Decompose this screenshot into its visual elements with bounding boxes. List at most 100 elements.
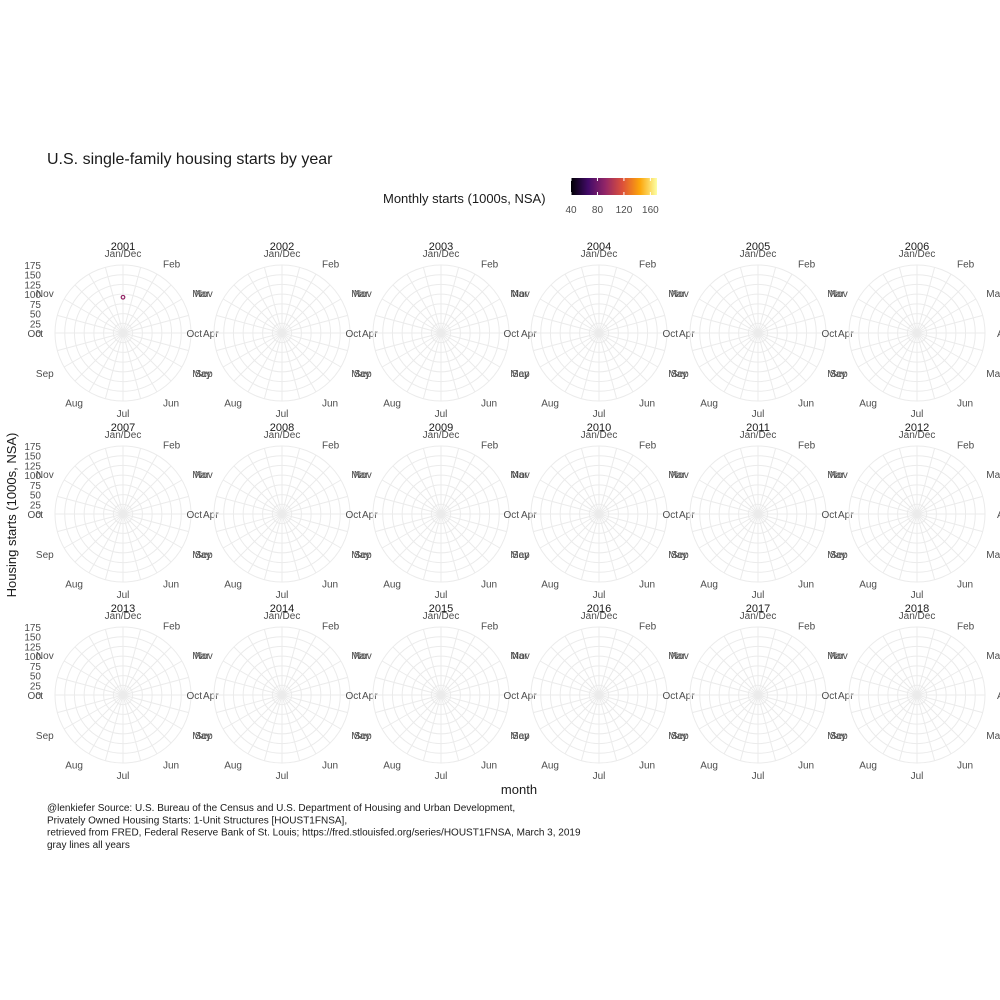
grid-spoke: [739, 267, 759, 334]
grid-spoke: [868, 513, 918, 563]
grid-spoke: [757, 448, 777, 515]
grid-spoke: [216, 513, 283, 533]
grid-spoke: [533, 314, 600, 334]
grid-spoke: [598, 465, 648, 515]
month-label: Jun: [957, 579, 973, 590]
grid-spoke: [550, 646, 600, 696]
grid-spoke: [598, 332, 665, 352]
month-label: Feb: [639, 441, 657, 452]
radial-tick-label: 25: [30, 681, 42, 692]
grid-spoke: [916, 465, 966, 515]
grid-spoke: [757, 694, 793, 755]
month-label: Jul: [435, 590, 448, 601]
radial-tick-label: 75: [30, 481, 42, 492]
month-label: Jun: [322, 760, 338, 771]
grid-spoke: [916, 332, 977, 368]
month-label: Jan/Dec: [740, 430, 777, 441]
grid-spoke: [233, 465, 283, 515]
month-label: Feb: [163, 441, 181, 452]
month-label: Nov: [512, 289, 530, 300]
grid-spoke: [440, 332, 490, 382]
grid-spoke: [222, 479, 283, 515]
grid-spoke: [440, 479, 501, 515]
grid-spoke: [281, 273, 317, 334]
legend: Monthly starts (1000s, NSA) 40 80 120 160: [383, 178, 659, 216]
grid-spoke: [916, 694, 977, 730]
grid-spoke: [550, 284, 600, 334]
grid-spoke: [598, 660, 659, 696]
facet-title: 2005: [746, 241, 770, 253]
grid-spoke: [709, 284, 759, 334]
month-label: Oct: [662, 691, 678, 702]
grid-spoke: [88, 332, 124, 393]
grid-spoke: [598, 513, 648, 563]
grid-spoke: [281, 495, 348, 515]
grid-spoke: [723, 454, 759, 515]
grid-spoke: [757, 479, 818, 515]
month-label: Jul: [435, 771, 448, 782]
month-label: Aug: [224, 760, 242, 771]
grid-spoke: [263, 629, 283, 696]
month-label: Jan/Dec: [581, 611, 618, 622]
month-label: Sep: [354, 731, 372, 742]
radial-tick-label: 125: [24, 280, 41, 291]
grid-spoke: [851, 694, 918, 714]
data-point: [120, 294, 126, 300]
grid-spoke: [916, 513, 936, 580]
month-label: Sep: [354, 369, 372, 380]
grid-spoke: [440, 513, 476, 574]
grid-spoke: [723, 332, 759, 393]
grid-spoke: [757, 454, 793, 515]
grid-spoke: [580, 267, 600, 334]
radial-tick-label: 50: [30, 310, 42, 321]
grid-spoke: [263, 332, 283, 399]
grid-spoke: [375, 676, 442, 696]
grid-spoke: [757, 646, 807, 696]
month-label: Jul: [593, 771, 606, 782]
month-label: Feb: [322, 622, 340, 633]
month-label: Apr: [521, 329, 537, 340]
grid-spoke: [723, 513, 759, 574]
facet-title: 2015: [429, 603, 453, 615]
grid-spoke: [440, 646, 490, 696]
month-label: Sep: [671, 550, 689, 561]
grid-spoke: [381, 479, 442, 515]
grid-spoke: [122, 513, 142, 580]
month-label: Jun: [798, 398, 814, 409]
grid-spoke: [580, 513, 600, 580]
month-label: Jun: [163, 579, 179, 590]
grid-spoke: [698, 660, 759, 696]
month-label: Sep: [36, 731, 54, 742]
grid-spoke: [122, 332, 189, 352]
radial-tick-label: 175: [24, 261, 41, 272]
grid-spoke: [281, 513, 348, 533]
month-label: Jul: [752, 771, 765, 782]
grid-spoke: [916, 513, 983, 533]
month-label: Jan/Dec: [423, 249, 460, 260]
grid-spoke: [263, 448, 283, 515]
grid-spoke: [122, 635, 158, 696]
grid-spoke: [233, 332, 283, 382]
month-label: Jun: [639, 760, 655, 771]
month-label: Oct: [503, 329, 519, 340]
grid-spoke: [57, 513, 124, 533]
grid-spoke: [233, 694, 283, 744]
grid-spoke: [74, 646, 124, 696]
month-label: Mar: [827, 289, 845, 300]
grid-spoke: [122, 646, 172, 696]
grid-spoke: [122, 454, 158, 515]
month-label: Jun: [957, 398, 973, 409]
month-label: Jul: [593, 409, 606, 420]
grid-spoke: [440, 332, 476, 393]
month-label: May: [510, 369, 529, 380]
grid-spoke: [757, 694, 824, 714]
grid-spoke: [533, 676, 600, 696]
radial-tick-label: 100: [24, 652, 41, 663]
grid-spoke: [916, 694, 936, 761]
